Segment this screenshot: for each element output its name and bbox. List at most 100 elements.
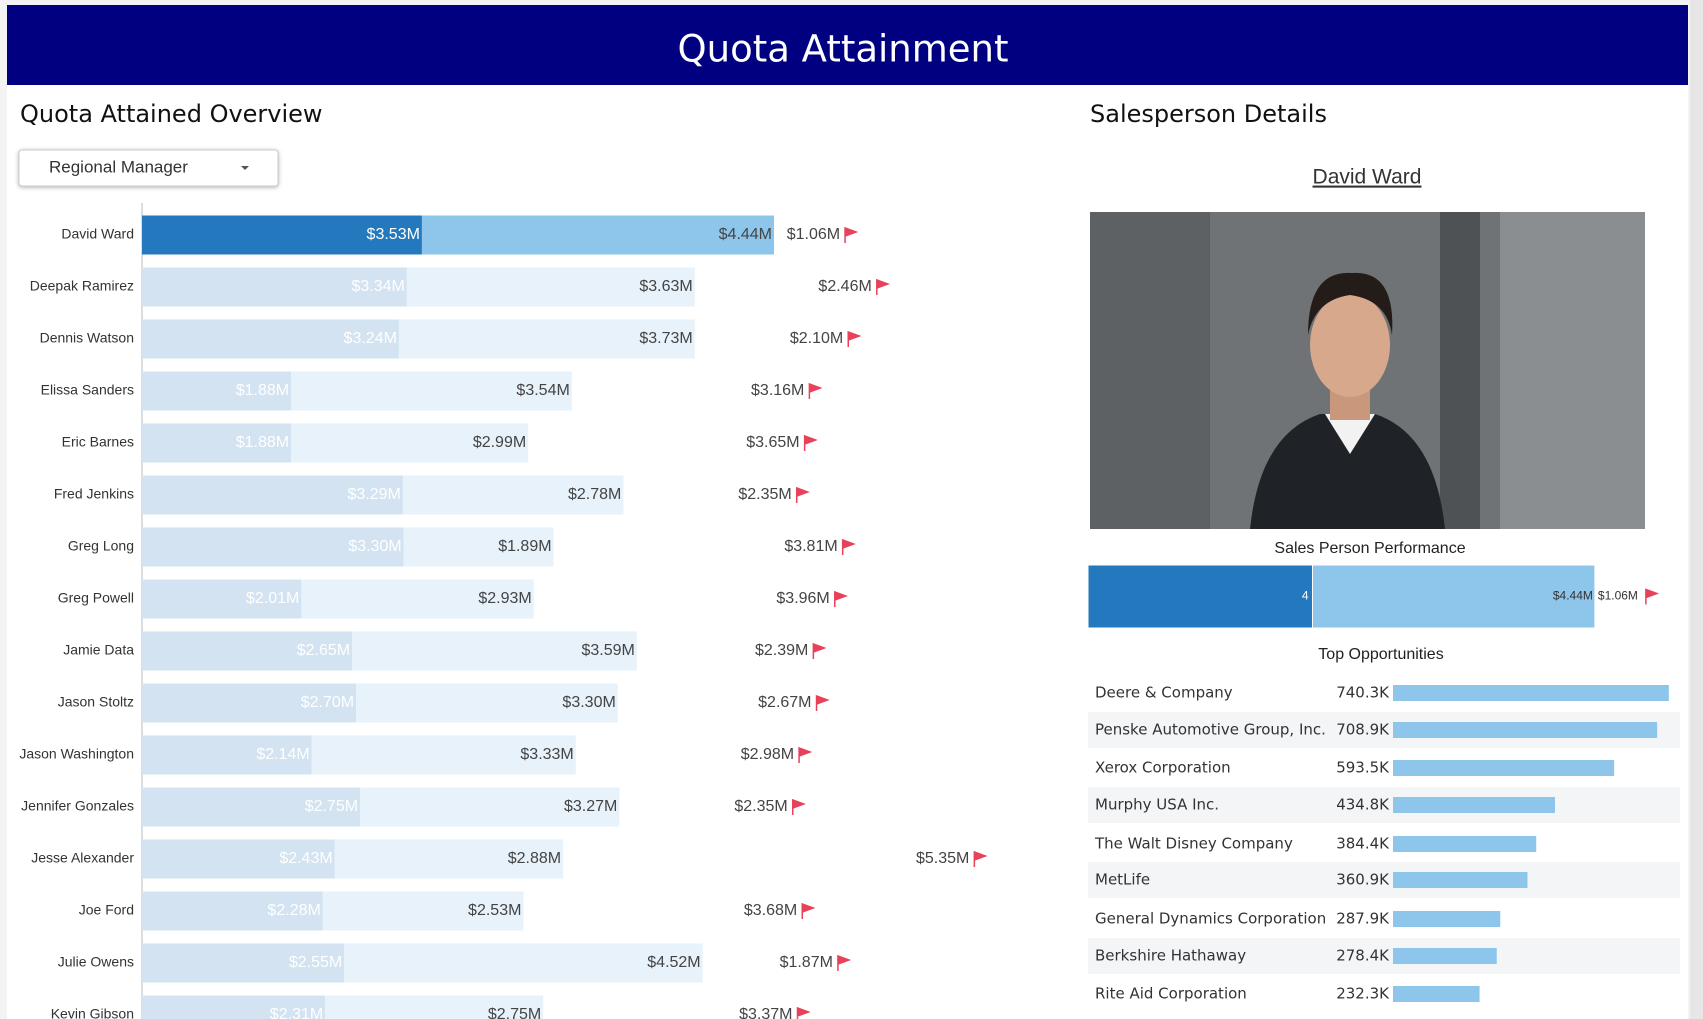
bar-segment[interactable] <box>142 267 407 307</box>
row-label[interactable]: Joe Ford <box>79 902 134 918</box>
bar-segment[interactable] <box>142 787 361 827</box>
opportunity-name[interactable]: Rite Aid Corporation <box>1095 985 1247 1003</box>
flag-icon <box>1645 588 1660 605</box>
bar-label: $2.39M <box>755 642 808 659</box>
opportunity-bar[interactable] <box>1393 797 1556 813</box>
scrollbar[interactable] <box>1690 0 1703 1019</box>
opportunity-value: 708.9K <box>1336 721 1390 739</box>
opportunity-bar[interactable] <box>1393 948 1497 964</box>
row-label[interactable]: Julie Owens <box>58 954 134 970</box>
bar-segment[interactable] <box>142 631 353 671</box>
opportunity-bar[interactable] <box>1393 911 1501 927</box>
bar-label: $2.98M <box>741 746 794 763</box>
bar-segment[interactable] <box>142 475 403 515</box>
bar-label: $3.37M <box>739 1006 792 1019</box>
dropdown-caret[interactable] <box>241 166 249 170</box>
bar-label: $1.06M <box>1598 589 1638 603</box>
bar-label: $2.14M <box>256 746 309 763</box>
bar-segment[interactable] <box>322 891 524 931</box>
bar-label: $3.73M <box>639 330 692 347</box>
opportunity-bar[interactable] <box>1393 986 1480 1002</box>
opportunity-value: 360.9K <box>1336 871 1390 889</box>
flag-icon <box>796 1006 811 1019</box>
opportunity-name[interactable]: The Walt Disney Company <box>1094 835 1293 853</box>
bar-segment[interactable] <box>142 891 323 931</box>
bar-segment[interactable] <box>301 579 534 619</box>
opportunity-value: 434.8K <box>1336 796 1390 814</box>
bar-segment[interactable] <box>142 839 335 879</box>
bar-segment[interactable] <box>142 527 404 567</box>
row-label[interactable]: Greg Long <box>68 538 134 554</box>
bar-label: $3.81M <box>784 538 837 555</box>
opportunity-value: 278.4K <box>1336 947 1390 965</box>
bar-label: $3.30M <box>562 694 615 711</box>
bar-label: $3.59M <box>581 642 634 659</box>
bar-label: $3.54M <box>516 382 569 399</box>
opportunity-name[interactable]: Murphy USA Inc. <box>1095 796 1219 814</box>
bar-segment[interactable] <box>142 579 302 619</box>
salesperson-name[interactable]: David Ward <box>1313 166 1422 189</box>
row-label[interactable]: Dennis Watson <box>40 330 134 346</box>
bar-segment[interactable] <box>291 423 529 463</box>
bar-segment[interactable] <box>344 943 703 983</box>
row-label[interactable]: Jennifer Gonzales <box>21 798 134 814</box>
flag-icon <box>834 590 848 607</box>
row-label[interactable]: Kevin Gibson <box>51 1006 134 1019</box>
bar-segment[interactable] <box>334 839 564 879</box>
bar-segment[interactable] <box>142 943 345 983</box>
bar-label: $2.35M <box>738 486 791 503</box>
opportunity-name[interactable]: MetLife <box>1095 871 1150 889</box>
row-label[interactable]: Greg Powell <box>58 590 134 606</box>
bar-segment[interactable] <box>356 683 618 723</box>
row-label[interactable]: Eric Barnes <box>62 434 134 450</box>
opportunity-name[interactable]: General Dynamics Corporation <box>1095 910 1326 928</box>
opportunity-bar[interactable] <box>1393 836 1537 852</box>
bar-segment[interactable] <box>406 267 695 307</box>
bar-segment[interactable] <box>142 683 357 723</box>
bar-segment[interactable] <box>421 215 775 255</box>
row-label[interactable]: Elissa Sanders <box>41 382 134 398</box>
bar-label: $5.35M <box>916 850 969 867</box>
bar-segment[interactable] <box>142 371 292 411</box>
flag-icon <box>847 330 862 347</box>
row-label[interactable]: Jamie Data <box>63 642 134 658</box>
row-label[interactable]: Jason Stoltz <box>58 694 134 710</box>
row-label[interactable]: Deepak Ramirez <box>30 278 134 294</box>
bar-segment[interactable] <box>403 527 554 567</box>
row-label[interactable]: David Ward <box>61 226 134 242</box>
bar-segment[interactable] <box>398 319 695 359</box>
bar-label: $2.70M <box>301 694 354 711</box>
bar-segment[interactable] <box>142 319 399 359</box>
opportunity-value: 287.9K <box>1336 910 1390 928</box>
opportunity-bar[interactable] <box>1393 685 1669 701</box>
opportunity-name[interactable]: Berkshire Hathaway <box>1095 947 1246 965</box>
bar-label: $2.88M <box>508 850 561 867</box>
opportunity-name[interactable]: Deere & Company <box>1095 684 1233 702</box>
bar-segment[interactable] <box>142 995 326 1019</box>
opportunity-name[interactable]: Xerox Corporation <box>1095 759 1231 777</box>
bar-segment[interactable] <box>360 787 620 827</box>
flag-icon <box>801 902 816 919</box>
bar-segment[interactable] <box>311 735 576 775</box>
bar-segment[interactable] <box>402 475 624 515</box>
bar-segment <box>1087 564 1314 629</box>
bar-segment[interactable] <box>142 423 292 463</box>
opportunity-bar[interactable] <box>1393 722 1658 738</box>
bar-segment[interactable] <box>325 995 544 1019</box>
bar-label: $2.55M <box>289 954 342 971</box>
bar-segment[interactable] <box>142 735 312 775</box>
dropdown[interactable] <box>18 149 279 187</box>
page-title: Quota Attainment <box>678 28 1009 71</box>
bar-label: $1.87M <box>780 954 833 971</box>
opportunity-name[interactable]: Penske Automotive Group, Inc. <box>1095 721 1326 739</box>
opportunity-bar[interactable] <box>1393 872 1528 888</box>
row-label[interactable]: Jason Washington <box>19 746 134 762</box>
bar-segment[interactable] <box>291 371 572 411</box>
row-label[interactable]: Jesse Alexander <box>31 850 134 866</box>
row-background <box>1088 938 1680 974</box>
row-label[interactable]: Fred Jenkins <box>54 486 134 502</box>
opportunity-bar[interactable] <box>1393 760 1615 776</box>
bar-segment[interactable] <box>142 215 422 255</box>
bar-segment[interactable] <box>352 631 637 671</box>
